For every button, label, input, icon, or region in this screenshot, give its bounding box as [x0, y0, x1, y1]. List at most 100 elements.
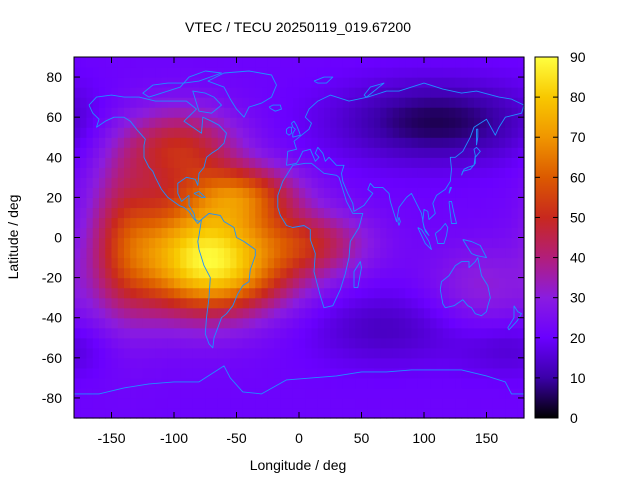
heat-cell	[467, 287, 475, 299]
heat-cell	[142, 217, 150, 229]
heat-cell	[117, 247, 125, 259]
heat-cell	[311, 67, 319, 78]
heat-cell	[230, 107, 238, 118]
heat-cell	[117, 267, 125, 279]
heat-cell	[511, 207, 519, 219]
heat-cell	[436, 217, 444, 229]
heat-cell	[199, 317, 206, 329]
heat-cell	[199, 337, 206, 349]
heat-cell	[355, 347, 363, 359]
heat-cell	[74, 157, 81, 168]
heat-cell	[399, 347, 406, 359]
colorbar-tick-label: 30	[570, 290, 586, 306]
x-tick-label: 100	[412, 430, 436, 446]
heat-cell	[392, 107, 400, 118]
heat-cell	[461, 367, 469, 379]
heat-cell	[517, 137, 525, 148]
heat-cell	[130, 57, 138, 68]
heat-cell	[86, 237, 94, 249]
heat-cell	[336, 237, 344, 249]
heat-cell	[180, 227, 188, 239]
heat-cell	[317, 197, 325, 209]
heat-cell	[486, 287, 494, 299]
heat-cell	[280, 127, 288, 138]
heat-cell	[236, 317, 244, 329]
heat-cell	[86, 167, 94, 178]
heat-cell	[449, 327, 456, 339]
heat-cell	[461, 197, 469, 209]
heat-cell	[411, 277, 419, 289]
heat-cell	[280, 387, 288, 399]
heat-cell	[424, 387, 431, 399]
heat-cell	[486, 297, 494, 309]
heat-cell	[280, 397, 288, 409]
heat-cell	[305, 197, 313, 209]
heat-cell	[386, 267, 394, 279]
heat-cell	[192, 267, 200, 279]
heat-cell	[267, 257, 275, 269]
heat-cell	[180, 387, 188, 399]
heat-cell	[449, 107, 456, 118]
heat-cell	[167, 117, 175, 128]
heat-cell	[124, 217, 131, 229]
heat-cell	[236, 237, 244, 249]
heat-cell	[436, 177, 444, 188]
heat-cell	[130, 317, 138, 329]
heat-cell	[174, 217, 181, 229]
heat-cell	[311, 317, 319, 329]
heat-cell	[367, 247, 375, 259]
heat-cell	[392, 337, 400, 349]
heat-cell	[480, 107, 488, 118]
heat-cell	[355, 217, 363, 229]
heat-cell	[455, 217, 463, 229]
heat-cell	[192, 307, 200, 319]
heat-cell	[236, 247, 244, 259]
heat-cell	[124, 127, 131, 138]
heat-cell	[242, 187, 250, 198]
heat-cell	[205, 177, 213, 188]
heat-cell	[299, 57, 306, 68]
heat-cell	[361, 67, 369, 78]
heat-cell	[442, 317, 450, 329]
heat-cell	[80, 387, 88, 399]
heat-cell	[192, 67, 200, 78]
heat-cell	[230, 77, 238, 88]
heat-cell	[80, 147, 88, 158]
heat-cell	[430, 187, 438, 198]
heat-cell	[449, 207, 456, 219]
heat-cell	[324, 347, 331, 359]
heat-cell	[436, 347, 444, 359]
heat-cell	[205, 357, 213, 369]
heat-cell	[242, 337, 250, 349]
heat-cell	[236, 217, 244, 229]
heat-cell	[249, 107, 256, 118]
heat-cell	[267, 67, 275, 78]
heat-cell	[380, 337, 388, 349]
heat-cell	[380, 357, 388, 369]
heat-cell	[486, 237, 494, 249]
heat-cell	[499, 147, 506, 158]
heat-cell	[392, 187, 400, 198]
heat-cell	[417, 137, 425, 148]
heat-cell	[392, 387, 400, 399]
heat-cell	[486, 377, 494, 389]
heat-cell	[292, 207, 300, 219]
colorbar	[534, 56, 559, 419]
heat-cell	[417, 67, 425, 78]
heat-cell	[255, 367, 263, 379]
heat-cell	[324, 187, 331, 198]
heat-cell	[117, 187, 125, 198]
heat-cell	[261, 387, 269, 399]
heat-cell	[499, 357, 506, 369]
heat-cell	[236, 367, 244, 379]
heat-cell	[467, 347, 475, 359]
heat-cell	[430, 367, 438, 379]
heat-cell	[330, 387, 338, 399]
heat-cell	[374, 77, 381, 88]
heat-cell	[392, 327, 400, 339]
heat-cell	[505, 197, 513, 209]
heat-cell	[124, 377, 131, 389]
heat-cell	[105, 77, 113, 88]
heat-cell	[392, 217, 400, 229]
heat-cell	[405, 77, 413, 88]
